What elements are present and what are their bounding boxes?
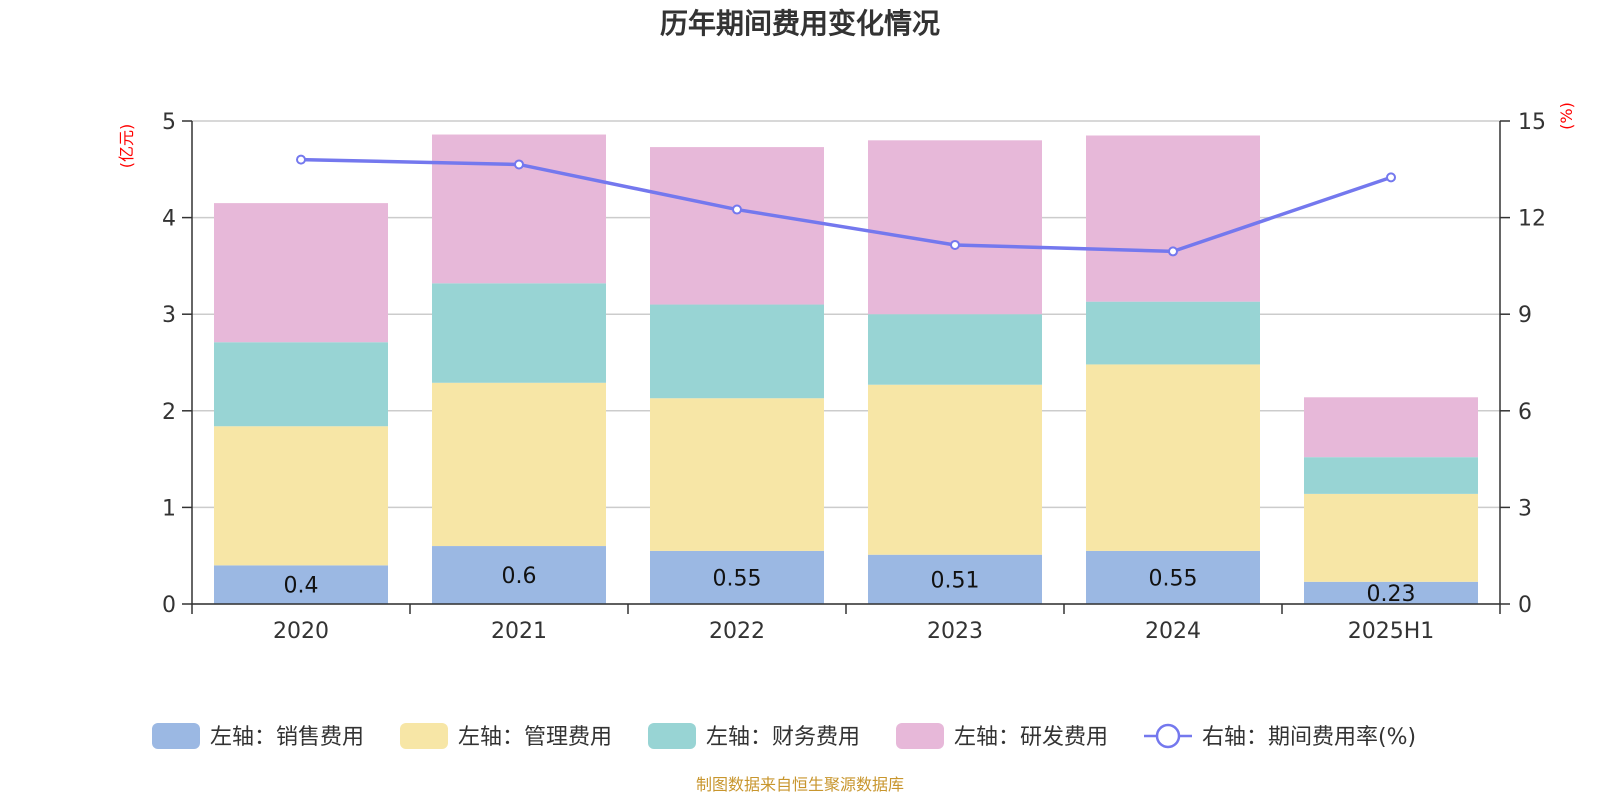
- legend[interactable]: 左轴：销售费用 左轴：管理费用 左轴：财务费用 左轴：研发费用 右轴：期间费用率(%): [152, 723, 1416, 750]
- x-tick-label: 2023: [927, 619, 983, 644]
- x-tick-label: 2020: [273, 619, 329, 644]
- bar-sales: [214, 565, 388, 604]
- bar-finance: [650, 304, 824, 399]
- data-labels: 0.4 0.6 0.55 0.51 0.55 0.23: [284, 564, 1416, 607]
- legend-swatch-admin: [400, 723, 448, 749]
- bar-sales: [868, 554, 1042, 604]
- bar-sales: [650, 550, 824, 604]
- rate-point: [950, 239, 960, 250]
- bar-sales: [432, 546, 606, 604]
- bar-rnd: [868, 140, 1042, 315]
- bar-admin: [432, 382, 606, 547]
- rate-point: [732, 204, 742, 215]
- bar-admin: [214, 426, 388, 566]
- left-tick-label: 1: [162, 496, 176, 521]
- x-tick-label: 2022: [709, 619, 765, 644]
- chart-title: 历年期间费用变化情况: [660, 7, 940, 40]
- left-axis-unit: (亿元): [117, 124, 136, 169]
- legend-label-sales: 左轴：销售费用: [210, 725, 364, 750]
- bar-value-label: 0.6: [502, 564, 537, 589]
- bar-value-label: 0.23: [1367, 582, 1416, 607]
- x-tick-label: 2021: [491, 619, 547, 644]
- legend-swatch-finance: [648, 723, 696, 749]
- bar-rnd: [432, 134, 606, 284]
- legend-label-finance: 左轴：财务费用: [706, 725, 860, 750]
- legend-swatch-rnd: [896, 723, 944, 749]
- bar-admin: [650, 398, 824, 551]
- bar-finance: [214, 342, 388, 427]
- bar-admin: [1304, 493, 1478, 582]
- bar-rnd: [650, 147, 824, 305]
- bar-sales: [1304, 581, 1478, 604]
- rate-point: [296, 154, 306, 165]
- right-tick-label: 9: [1518, 303, 1532, 328]
- bar-finance: [1086, 301, 1260, 365]
- right-tick-label: 6: [1518, 400, 1532, 425]
- legend-label-rate: 右轴：期间费用率(%): [1202, 725, 1416, 750]
- bar-group: [214, 134, 1478, 604]
- left-tick-label: 3: [162, 303, 176, 328]
- rate-point: [1386, 172, 1396, 183]
- right-tick-label: 12: [1518, 207, 1546, 232]
- rate-line: [300, 157, 1392, 254]
- source-note: 制图数据来自恒生聚源数据库: [696, 775, 904, 794]
- bar-sales: [1086, 550, 1260, 604]
- bar-finance: [868, 314, 1042, 385]
- bar-rnd: [214, 203, 388, 343]
- left-tick-label: 5: [162, 110, 176, 135]
- legend-swatch-rate-marker: [1155, 723, 1181, 749]
- left-tick-label: 2: [162, 400, 176, 425]
- bar-finance: [1304, 457, 1478, 494]
- legend-label-admin: 左轴：管理费用: [458, 725, 612, 750]
- left-tick-label: 4: [162, 207, 176, 232]
- bar-finance: [432, 283, 606, 383]
- bar-value-label: 0.51: [931, 568, 980, 593]
- x-tick-label: 2025H1: [1348, 619, 1435, 644]
- bar-value-label: 0.4: [284, 574, 319, 599]
- x-tick-label: 2024: [1145, 619, 1201, 644]
- bar-value-label: 0.55: [1149, 566, 1198, 591]
- legend-swatch-sales: [152, 723, 200, 749]
- rate-point: [514, 159, 524, 170]
- right-tick-label: 0: [1518, 593, 1532, 618]
- bar-admin: [1086, 364, 1260, 551]
- right-tick-label: 15: [1518, 110, 1546, 135]
- rate-line-group: [296, 154, 1396, 257]
- right-axis-unit: (%): [1557, 102, 1576, 130]
- bar-rnd: [1304, 397, 1478, 458]
- left-tick-label: 0: [162, 593, 176, 618]
- bar-value-label: 0.55: [713, 566, 762, 591]
- right-tick-label: 3: [1518, 496, 1532, 521]
- rate-point: [1168, 246, 1178, 257]
- legend-label-rnd: 左轴：研发费用: [954, 725, 1108, 750]
- gridlines: [192, 120, 1500, 605]
- bar-rnd: [1086, 135, 1260, 302]
- bar-admin: [868, 384, 1042, 555]
